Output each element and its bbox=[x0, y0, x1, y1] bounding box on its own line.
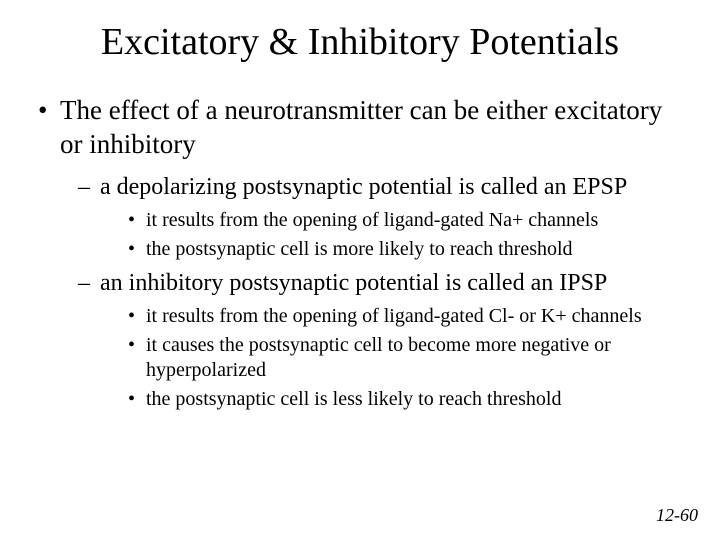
list-item: the postsynaptic cell is more likely to … bbox=[128, 237, 690, 262]
bullet-list-level1: The effect of a neurotransmitter can be … bbox=[30, 94, 690, 412]
bullet-list-level3: it results from the opening of ligand-ga… bbox=[100, 304, 690, 412]
list-item: a depolarizing postsynaptic potential is… bbox=[78, 172, 690, 262]
bullet-list-level2: a depolarizing postsynaptic potential is… bbox=[60, 172, 690, 412]
slide: Excitatory & Inhibitory Potentials The e… bbox=[0, 0, 720, 540]
bullet-list-level3: it results from the opening of ligand-ga… bbox=[100, 208, 690, 262]
page-number: 12-60 bbox=[656, 505, 698, 526]
bullet-text: it causes the postsynaptic cell to becom… bbox=[146, 334, 611, 381]
bullet-text: a depolarizing postsynaptic potential is… bbox=[100, 174, 627, 200]
list-item: the postsynaptic cell is less likely to … bbox=[128, 387, 690, 412]
bullet-text: an inhibitory postsynaptic potential is … bbox=[100, 270, 607, 296]
list-item: it results from the opening of ligand-ga… bbox=[128, 304, 690, 329]
slide-title: Excitatory & Inhibitory Potentials bbox=[30, 20, 690, 64]
list-item: an inhibitory postsynaptic potential is … bbox=[78, 268, 690, 412]
list-item: it results from the opening of ligand-ga… bbox=[128, 208, 690, 233]
bullet-text: it results from the opening of ligand-ga… bbox=[146, 305, 642, 327]
bullet-text: it results from the opening of ligand-ga… bbox=[146, 209, 598, 231]
bullet-text: the postsynaptic cell is more likely to … bbox=[146, 238, 573, 260]
list-item: it causes the postsynaptic cell to becom… bbox=[128, 333, 690, 383]
bullet-text: the postsynaptic cell is less likely to … bbox=[146, 388, 561, 410]
bullet-text: The effect of a neurotransmitter can be … bbox=[60, 95, 662, 159]
list-item: The effect of a neurotransmitter can be … bbox=[30, 94, 690, 412]
